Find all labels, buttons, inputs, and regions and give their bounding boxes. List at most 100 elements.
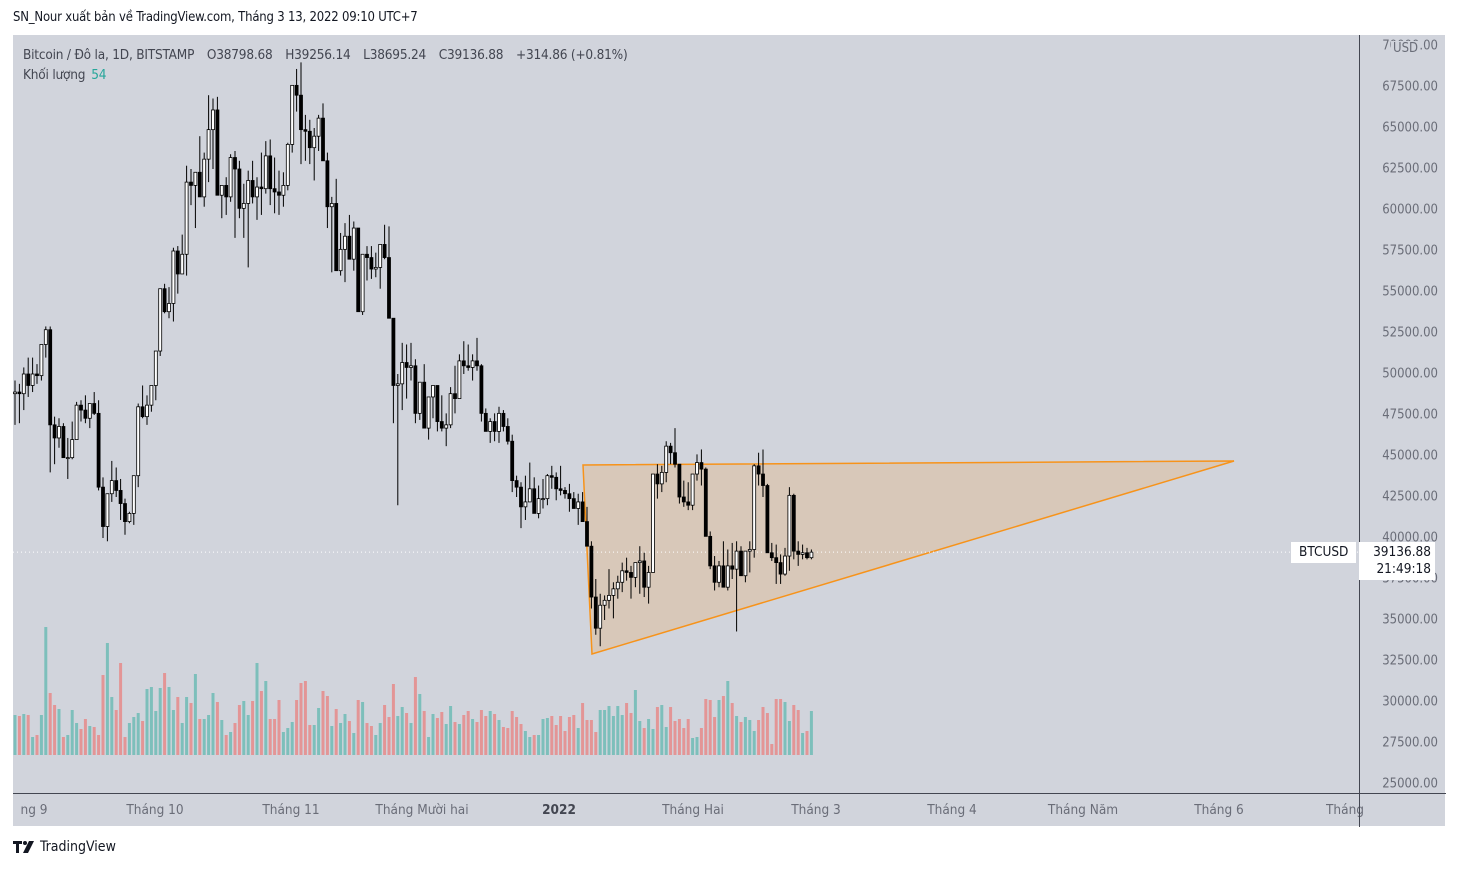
volume-bar [620,715,624,755]
tradingview-brand: TradingView [40,839,116,855]
candle [299,62,303,165]
volume-bar [735,716,739,755]
volume-bar [519,724,523,755]
candle [444,413,449,447]
change-value: +314.86 (+0.81%) [516,47,628,63]
price-tick-label: 50000.00 [1382,366,1438,382]
candle [783,547,787,576]
candle [629,565,633,599]
candle [193,171,198,229]
volume-bar [312,725,316,755]
volume-bar [479,710,483,755]
candle [360,253,365,315]
volume-bar [523,731,527,755]
candle [285,142,290,191]
volume-bar [708,700,712,755]
candle [219,184,224,219]
candle [136,403,141,488]
volume-bar [765,713,769,755]
currency-label[interactable]: USD [1391,41,1420,56]
candle [175,246,180,294]
candle [439,395,444,432]
volume-bar [176,697,180,755]
candle [145,395,149,425]
volume-bar [198,719,202,755]
candle [303,114,308,161]
candle [761,449,765,497]
volume-bar [154,711,158,755]
candle [400,342,405,411]
volume-bar [119,663,123,755]
candle [712,556,717,591]
volume-bar [809,711,813,755]
candle [316,114,321,151]
candle [787,487,792,571]
volume-bar [356,700,360,755]
volume-bar [594,732,598,755]
volume-bar [378,723,382,755]
volume-bar [83,719,87,755]
candle [752,464,757,558]
volume-bar [44,627,48,755]
candle [536,485,541,519]
candle [105,493,110,542]
volume-bar [572,715,576,755]
price-plot[interactable]: Bitcoin / Đô la, 1D, BITSTAMP O38798.68 … [13,35,1359,793]
candle [356,227,361,313]
volume-bar [317,708,321,755]
candle [470,354,475,381]
candle [294,68,299,112]
candle [466,344,471,371]
volume-bar [220,720,224,755]
candle [373,252,378,278]
chart-legend: Bitcoin / Đô la, 1D, BITSTAMP O38798.68 … [23,45,628,85]
time-tick-label: Tháng Hai [662,802,724,818]
volume-bar [673,721,677,755]
price-tick-label: 52500.00 [1382,325,1438,341]
candle [334,178,339,272]
candle [774,544,779,584]
volume-bar [101,675,105,755]
candle [255,177,259,220]
time-axis[interactable]: ng 9 Tháng 10 Tháng 11 Tháng Mười hai 2022 Th… [13,793,1364,827]
candle [615,575,620,599]
price-axis[interactable]: 70000.0067500.0065000.0062500.0060000.00… [1359,35,1446,793]
volume-bar [281,732,285,755]
volume-label[interactable]: Khối lượng [23,67,86,83]
candle [167,287,171,319]
triangle-pattern-drawing[interactable] [582,460,1235,655]
volume-bar [796,710,800,755]
candle [211,98,215,169]
candle [505,418,510,445]
volume-bar [167,687,171,755]
volume-bar [664,727,668,755]
volume-bar [158,688,162,755]
chart-frame[interactable]: Bitcoin / Đô la, 1D, BITSTAMP O38798.68 … [13,35,1446,827]
volume-bar [295,700,299,755]
candlestick-chart[interactable] [13,35,1359,793]
volume-bar [365,723,369,755]
candle [756,452,761,486]
volume-bar [374,735,378,755]
time-tick-label: 2022 [542,802,576,818]
volume-bar [211,693,215,755]
volume-bar [501,727,505,755]
volume-bar [193,674,197,755]
volume-bar [475,722,479,755]
volume-bar [303,681,307,755]
tradingview-footer[interactable]: TradingView [13,839,116,855]
price-tick-label: 32500.00 [1382,653,1438,669]
volume-bar [383,705,387,755]
volume-bar [321,691,325,755]
candle [272,157,277,214]
low-value: L38695.24 [363,47,427,63]
volume-bar [691,738,695,755]
volume-bar [559,716,563,755]
symbol-title[interactable]: Bitcoin / Đô la, 1D, BITSTAMP [23,47,195,63]
volume-bar [17,716,21,755]
candle [659,465,664,493]
candle [307,119,312,165]
volume-bar [334,709,338,755]
time-tick-label: Tháng 11 [262,802,320,818]
candle [92,392,97,415]
